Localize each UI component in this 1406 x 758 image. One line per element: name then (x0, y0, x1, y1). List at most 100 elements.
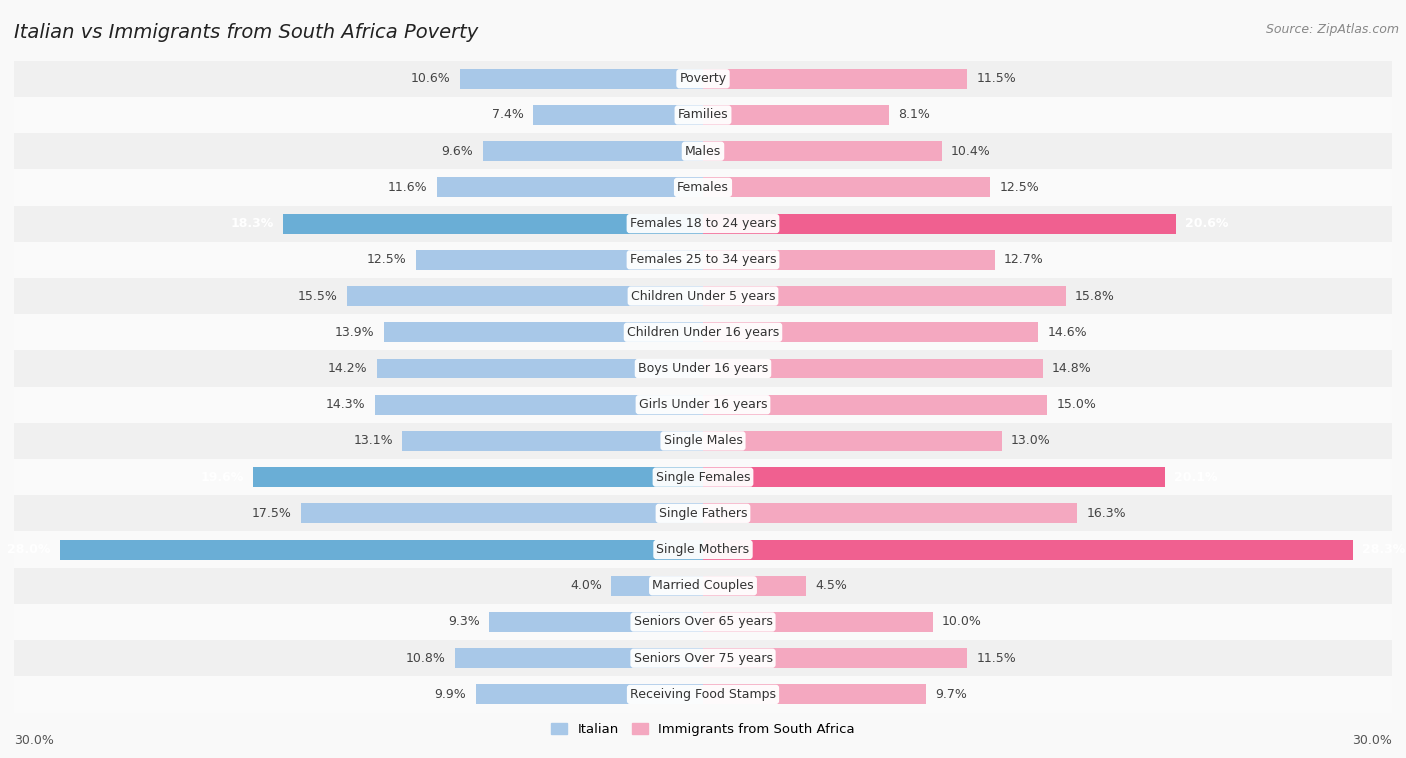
Bar (14, 459, 1392, 495)
Bar (482, 141, 703, 161)
Text: Single Females: Single Females (655, 471, 751, 484)
Text: Poverty: Poverty (679, 72, 727, 85)
Text: 12.5%: 12.5% (1000, 181, 1039, 194)
Bar (703, 648, 967, 668)
Bar (14, 61, 1392, 97)
Text: Males: Males (685, 145, 721, 158)
Bar (703, 214, 1175, 233)
Text: Boys Under 16 years: Boys Under 16 years (638, 362, 768, 375)
Text: Children Under 16 years: Children Under 16 years (627, 326, 779, 339)
Bar (14, 242, 1392, 278)
Bar (14, 495, 1392, 531)
Text: 18.3%: 18.3% (231, 217, 274, 230)
Bar (14, 676, 1392, 713)
Text: Girls Under 16 years: Girls Under 16 years (638, 398, 768, 411)
Text: 12.5%: 12.5% (367, 253, 406, 266)
Text: Seniors Over 75 years: Seniors Over 75 years (634, 652, 772, 665)
Bar (489, 612, 703, 632)
Text: Single Mothers: Single Mothers (657, 543, 749, 556)
Text: 9.9%: 9.9% (434, 688, 467, 701)
Bar (283, 214, 703, 233)
Text: 13.1%: 13.1% (353, 434, 392, 447)
Text: 15.0%: 15.0% (1057, 398, 1097, 411)
Text: 12.7%: 12.7% (1004, 253, 1043, 266)
Bar (14, 568, 1392, 604)
Bar (347, 286, 703, 306)
Text: 14.6%: 14.6% (1047, 326, 1087, 339)
Text: 7.4%: 7.4% (492, 108, 524, 121)
Bar (703, 576, 807, 596)
Text: 15.5%: 15.5% (298, 290, 337, 302)
Text: Females 25 to 34 years: Females 25 to 34 years (630, 253, 776, 266)
Text: 14.3%: 14.3% (326, 398, 366, 411)
Text: 4.5%: 4.5% (815, 579, 848, 592)
Bar (14, 133, 1392, 169)
Bar (533, 105, 703, 125)
Text: 16.3%: 16.3% (1087, 507, 1126, 520)
Text: 10.0%: 10.0% (942, 615, 981, 628)
Text: 9.3%: 9.3% (449, 615, 481, 628)
Bar (475, 684, 703, 704)
Bar (377, 359, 703, 378)
Bar (14, 640, 1392, 676)
Text: 4.0%: 4.0% (569, 579, 602, 592)
Text: 11.5%: 11.5% (976, 72, 1017, 85)
Text: 20.6%: 20.6% (1185, 217, 1229, 230)
Bar (703, 540, 1353, 559)
Bar (402, 431, 703, 451)
Text: 10.4%: 10.4% (950, 145, 991, 158)
Bar (703, 612, 932, 632)
Bar (253, 467, 703, 487)
Bar (14, 97, 1392, 133)
Text: 8.1%: 8.1% (898, 108, 931, 121)
Text: 28.3%: 28.3% (1362, 543, 1406, 556)
Text: 30.0%: 30.0% (1353, 735, 1392, 747)
Text: Females 18 to 24 years: Females 18 to 24 years (630, 217, 776, 230)
Text: 13.0%: 13.0% (1011, 434, 1050, 447)
Text: 20.1%: 20.1% (1174, 471, 1218, 484)
Bar (14, 423, 1392, 459)
Bar (703, 105, 889, 125)
Bar (703, 177, 990, 197)
Bar (14, 205, 1392, 242)
Text: 17.5%: 17.5% (252, 507, 292, 520)
Bar (14, 531, 1392, 568)
Bar (612, 576, 703, 596)
Bar (14, 314, 1392, 350)
Bar (14, 169, 1392, 205)
Legend: Italian, Immigrants from South Africa: Italian, Immigrants from South Africa (546, 718, 860, 742)
Text: Married Couples: Married Couples (652, 579, 754, 592)
Bar (703, 503, 1077, 523)
Bar (703, 359, 1043, 378)
Text: Italian vs Immigrants from South Africa Poverty: Italian vs Immigrants from South Africa … (14, 23, 478, 42)
Text: Single Males: Single Males (664, 434, 742, 447)
Text: Receiving Food Stamps: Receiving Food Stamps (630, 688, 776, 701)
Bar (437, 177, 703, 197)
Bar (374, 395, 703, 415)
Bar (60, 540, 703, 559)
Bar (14, 604, 1392, 640)
Bar (703, 395, 1047, 415)
Bar (703, 69, 967, 89)
Bar (703, 684, 925, 704)
Text: Seniors Over 65 years: Seniors Over 65 years (634, 615, 772, 628)
Text: 28.0%: 28.0% (7, 543, 51, 556)
Text: 9.7%: 9.7% (935, 688, 967, 701)
Text: 15.8%: 15.8% (1076, 290, 1115, 302)
Text: 13.9%: 13.9% (335, 326, 374, 339)
Bar (703, 467, 1164, 487)
Bar (703, 431, 1001, 451)
Text: 19.6%: 19.6% (201, 471, 243, 484)
Bar (703, 322, 1038, 342)
Bar (14, 387, 1392, 423)
Text: 14.2%: 14.2% (328, 362, 368, 375)
Bar (703, 141, 942, 161)
Text: Source: ZipAtlas.com: Source: ZipAtlas.com (1265, 23, 1399, 36)
Text: 11.5%: 11.5% (976, 652, 1017, 665)
Text: 9.6%: 9.6% (441, 145, 474, 158)
Bar (703, 286, 1066, 306)
Text: 10.6%: 10.6% (411, 72, 450, 85)
Text: Families: Families (678, 108, 728, 121)
Text: Females: Females (678, 181, 728, 194)
Text: 10.8%: 10.8% (406, 652, 446, 665)
